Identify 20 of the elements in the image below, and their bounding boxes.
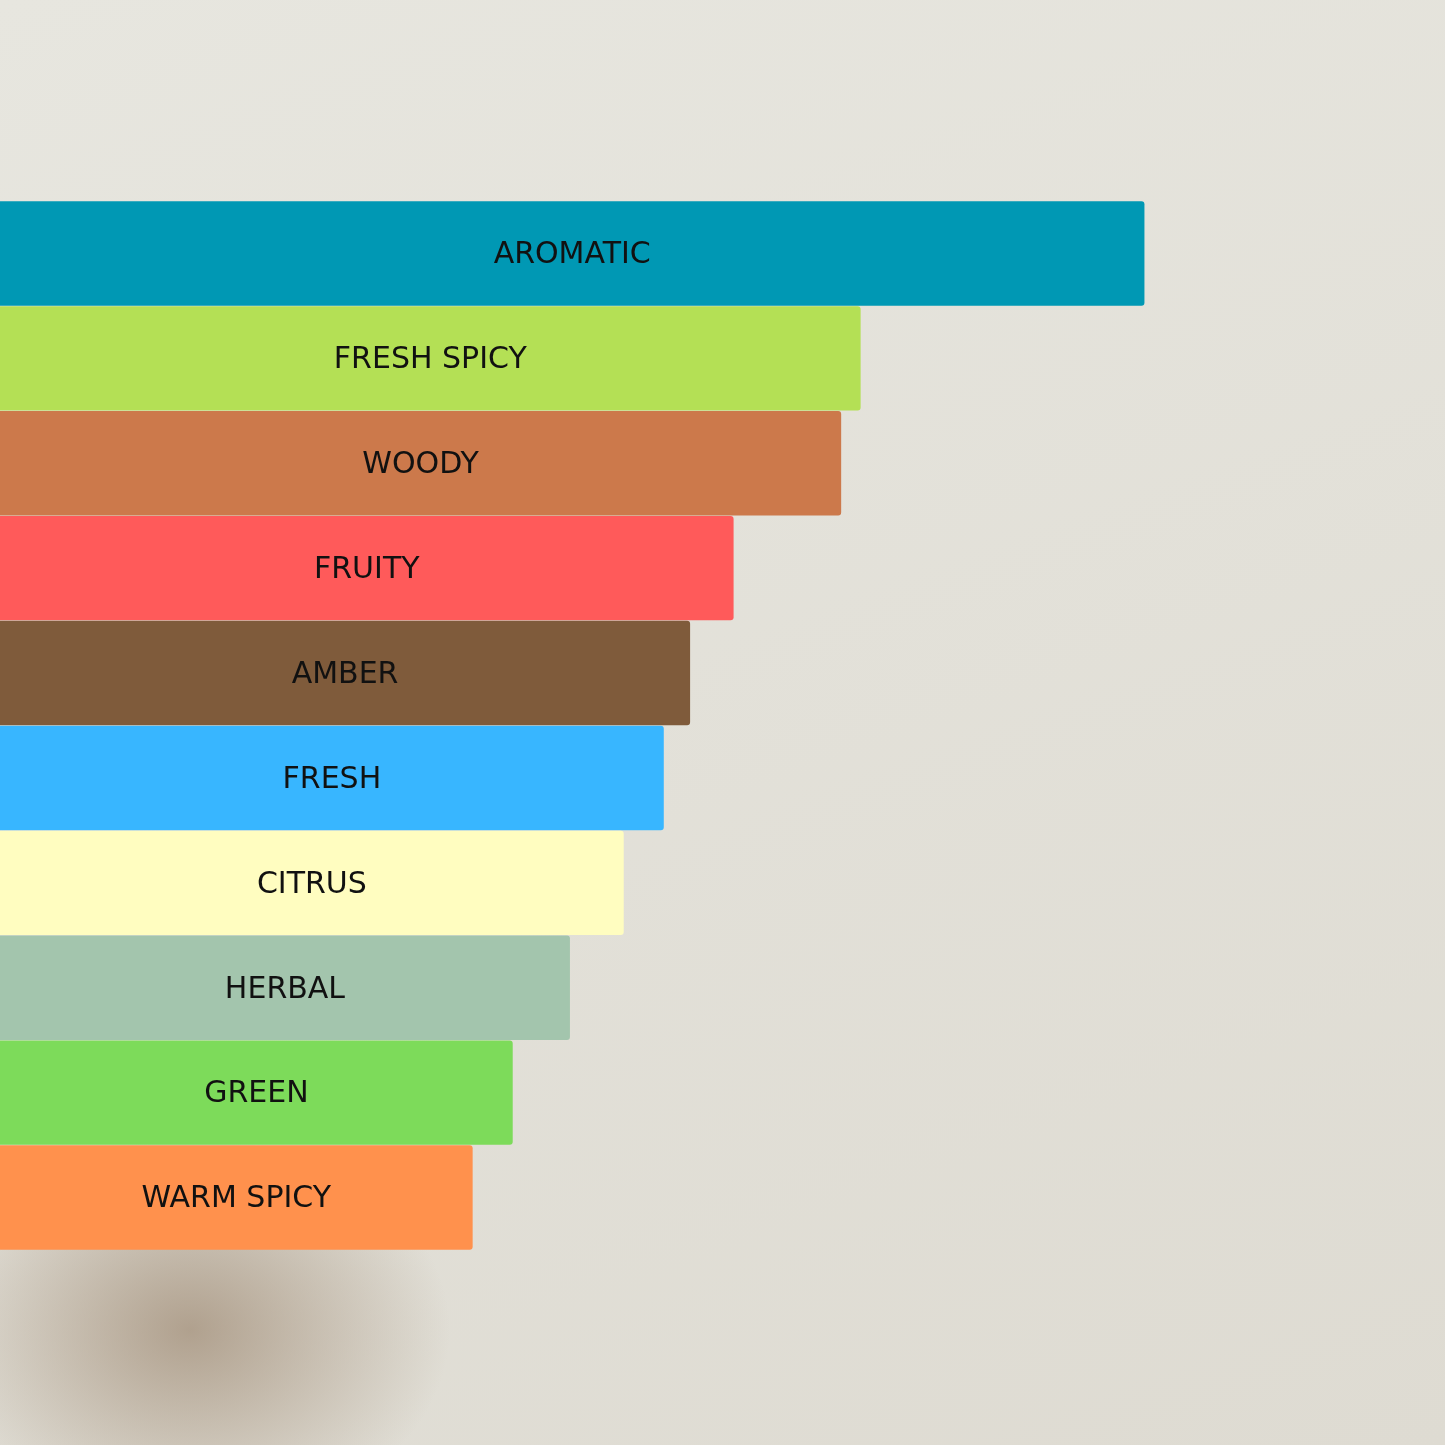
y-tick-label: GREEN (204, 1074, 309, 1110)
bar (0, 1040, 513, 1145)
y-tick-label: FRESH (282, 759, 382, 795)
bar (0, 620, 691, 726)
y-tick-label: AROMATIC (493, 235, 651, 271)
y-tick-label: FRESH SPICY (333, 340, 528, 376)
y-tick-label: WOODY (362, 445, 480, 481)
bar (0, 830, 624, 936)
bar (0, 1145, 473, 1250)
bar (0, 515, 734, 621)
bar (0, 201, 1145, 306)
bar (0, 411, 842, 516)
y-tick-label: HERBAL (224, 969, 346, 1005)
y-tick-label: CITRUS (256, 864, 367, 900)
bar (0, 935, 570, 1040)
bar (0, 725, 664, 831)
y-tick-label: WARM SPICY (141, 1179, 332, 1215)
y-tick-label: AMBER (291, 654, 399, 690)
bar (0, 306, 861, 411)
y-tick-label: FRUITY (314, 549, 421, 585)
